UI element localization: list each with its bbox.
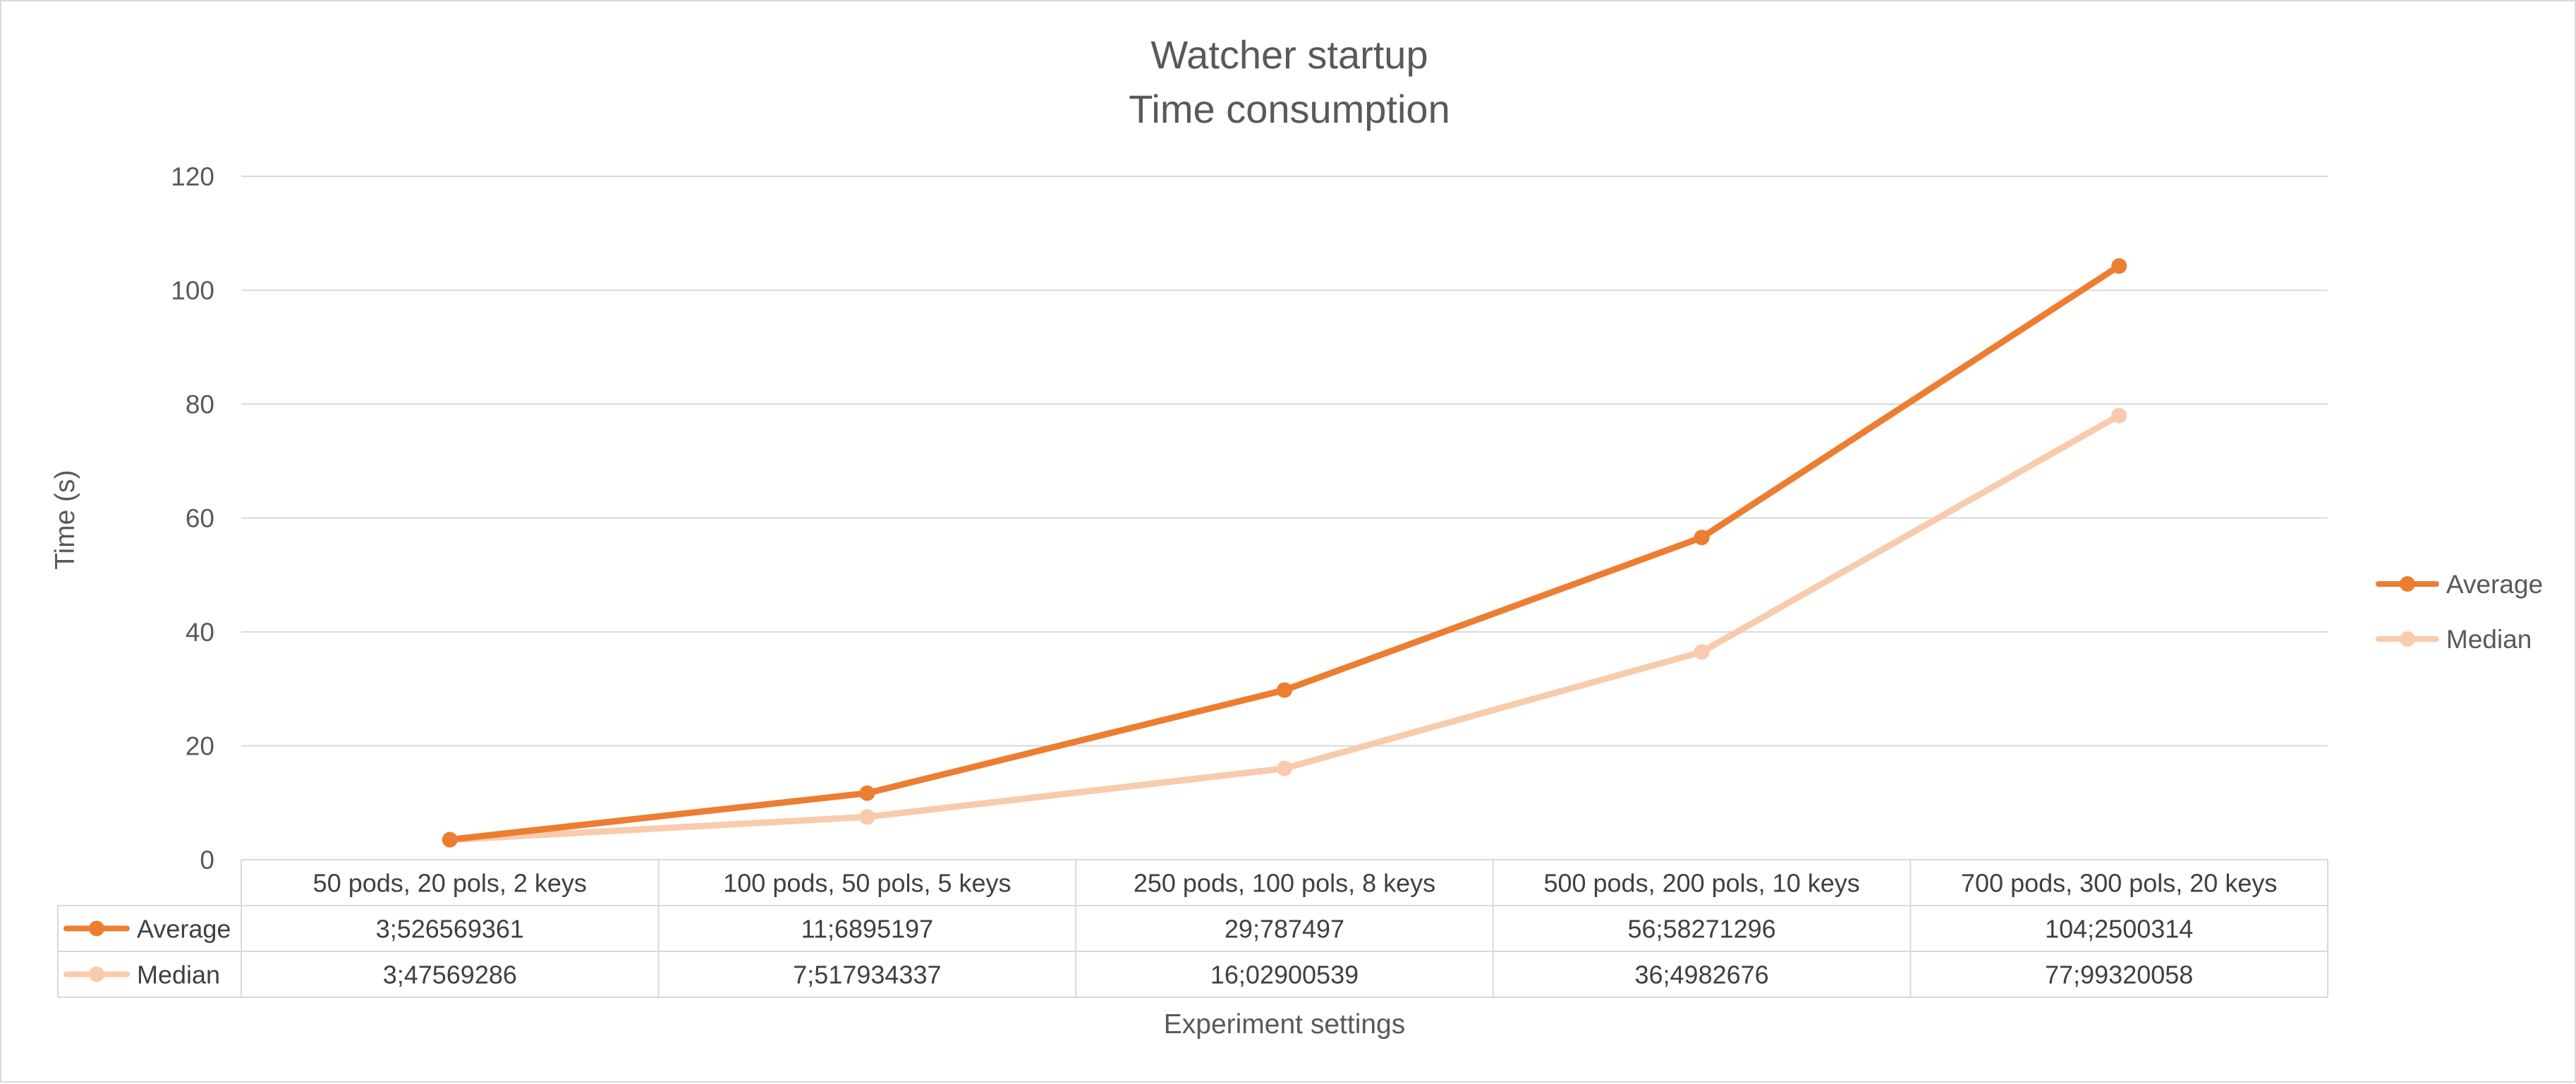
x-category-label: 250 pods, 100 pols, 8 keys xyxy=(1134,869,1435,898)
gridlines xyxy=(241,176,2328,860)
table-cell-value: 36;4982676 xyxy=(1634,961,1768,989)
table-cell-value: 3;526569361 xyxy=(376,915,524,944)
data-point-average xyxy=(1694,530,1710,546)
table-cell-value: 11;6895197 xyxy=(801,915,934,944)
y-tick-label: 0 xyxy=(200,846,214,875)
table-series-name: Median xyxy=(137,961,220,989)
table-cell-value: 104;2500314 xyxy=(2045,915,2193,944)
table-cell-value: 16;02900539 xyxy=(1210,961,1359,989)
series-lines xyxy=(442,258,2127,848)
y-tick-label: 60 xyxy=(186,504,214,533)
data-point-median xyxy=(1277,760,1292,777)
x-axis-title: Experiment settings xyxy=(1164,1009,1406,1040)
y-tick-label: 80 xyxy=(186,390,214,419)
data-point-average xyxy=(1277,682,1292,698)
data-point-average xyxy=(859,785,875,801)
x-category-label: 50 pods, 20 pols, 2 keys xyxy=(313,869,587,898)
data-point-median xyxy=(2111,408,2127,424)
chart-subtitle: Time consumption xyxy=(1129,87,1450,131)
table-cell-value: 3;47569286 xyxy=(383,961,517,989)
data-point-median xyxy=(859,809,875,825)
x-category-label: 500 pods, 200 pols, 10 keys xyxy=(1543,869,1859,898)
series-line-median xyxy=(446,412,2122,844)
table-cell-value: 56;58271296 xyxy=(1627,915,1775,944)
legend-label: Median xyxy=(2446,625,2532,654)
table-legend-key-marker xyxy=(89,966,104,982)
data-point-median xyxy=(1694,644,1710,660)
table-cell-value: 77;99320058 xyxy=(2045,961,2193,989)
x-category-label: 700 pods, 300 pols, 20 keys xyxy=(1961,869,2277,898)
y-tick-label: 40 xyxy=(186,618,214,647)
legend-label: Average xyxy=(2446,570,2543,599)
legend-key-marker xyxy=(2400,576,2415,592)
chart-title: Watcher startup xyxy=(1150,32,1428,77)
legend-key-marker xyxy=(2400,631,2415,647)
data-table: 50 pods, 20 pols, 2 keys 100 pods, 50 pol… xyxy=(57,859,2328,998)
y-axis-title: Time (s) xyxy=(50,470,80,570)
x-category-label: 100 pods, 50 pols, 5 keys xyxy=(723,869,1011,898)
y-tick-label: 120 xyxy=(171,162,214,191)
y-tick-label: 20 xyxy=(186,732,214,761)
data-point-average xyxy=(2111,258,2127,274)
table-cell-value: 29;787497 xyxy=(1225,915,1344,944)
table-cell-value: 7;517934337 xyxy=(793,961,941,989)
data-point-average xyxy=(442,832,458,848)
legend: Average Median xyxy=(2376,570,2543,654)
y-tick-label: 100 xyxy=(171,276,214,305)
y-axis-ticks: 0 20 40 60 80 100 120 xyxy=(171,162,214,875)
table-legend-key-marker xyxy=(89,920,104,937)
series-line-average xyxy=(446,262,2122,844)
table-series-name: Average xyxy=(137,915,231,944)
